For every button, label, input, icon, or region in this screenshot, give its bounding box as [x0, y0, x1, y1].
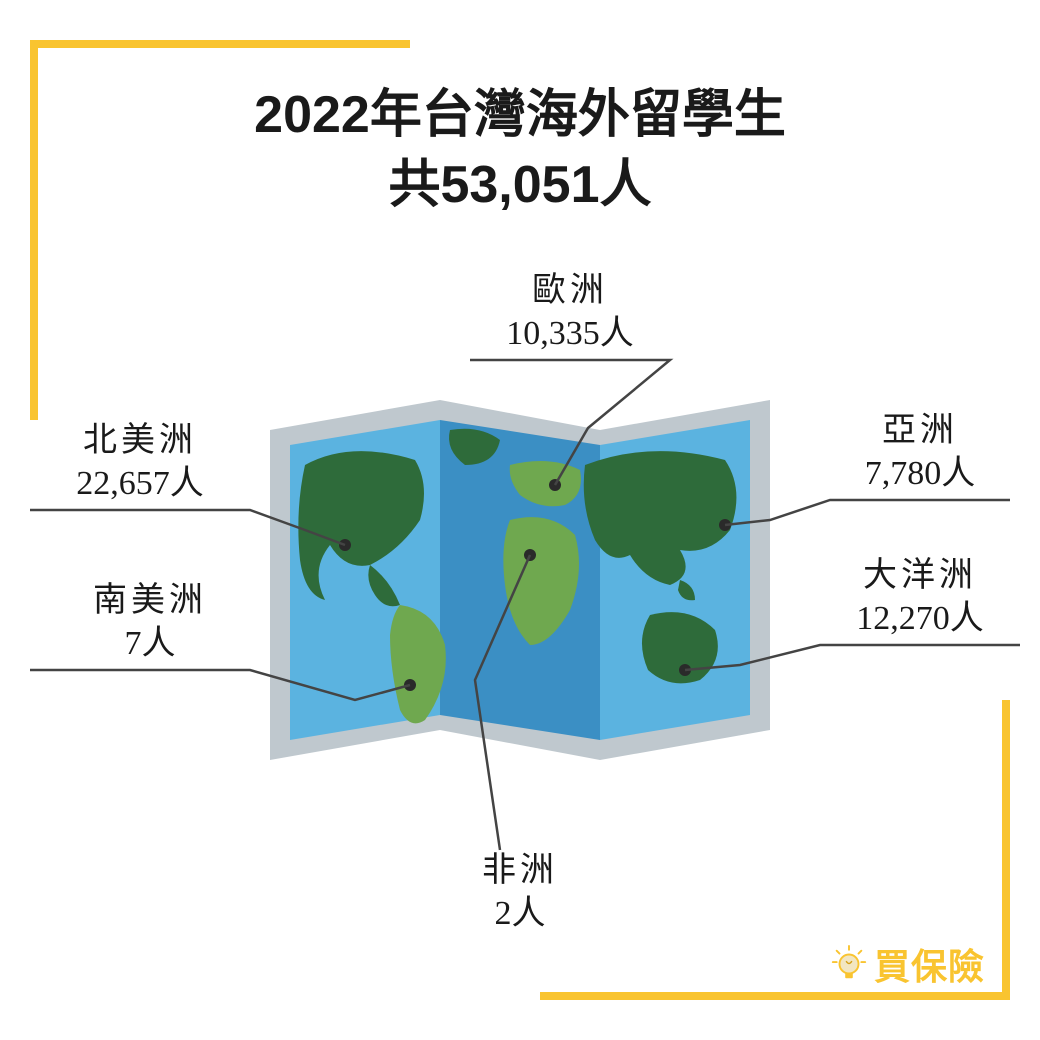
- label-oceania-value: 12,270人: [820, 598, 1020, 641]
- label-europe: 歐洲 10,335人: [470, 270, 670, 355]
- title-line-1: 2022年台灣海外留學生: [0, 80, 1040, 150]
- label-europe-name: 歐洲: [470, 270, 670, 313]
- lightbulb-icon: [830, 945, 868, 983]
- label-oceania-name: 大洋洲: [820, 555, 1020, 598]
- label-na-name: 北美洲: [30, 420, 250, 463]
- label-africa-value: 2人: [440, 893, 600, 936]
- title-line-2: 共53,051人: [0, 150, 1040, 220]
- label-oceania: 大洋洲 12,270人: [820, 555, 1020, 640]
- brand-text: 買保險: [874, 938, 985, 990]
- page-title: 2022年台灣海外留學生 共53,051人: [0, 80, 1040, 220]
- brand-logo: 買保險: [830, 938, 985, 990]
- label-africa-name: 非洲: [440, 850, 600, 893]
- label-sa: 南美洲 7人: [50, 580, 250, 665]
- label-na: 北美洲 22,657人: [30, 420, 250, 505]
- label-sa-value: 7人: [50, 623, 250, 666]
- label-na-value: 22,657人: [30, 463, 250, 506]
- label-europe-value: 10,335人: [470, 313, 670, 356]
- label-asia: 亞洲 7,780人: [830, 410, 1010, 495]
- label-sa-name: 南美洲: [50, 580, 250, 623]
- world-map: [250, 370, 790, 790]
- label-africa: 非洲 2人: [440, 850, 600, 935]
- label-asia-value: 7,780人: [830, 453, 1010, 496]
- label-asia-name: 亞洲: [830, 410, 1010, 453]
